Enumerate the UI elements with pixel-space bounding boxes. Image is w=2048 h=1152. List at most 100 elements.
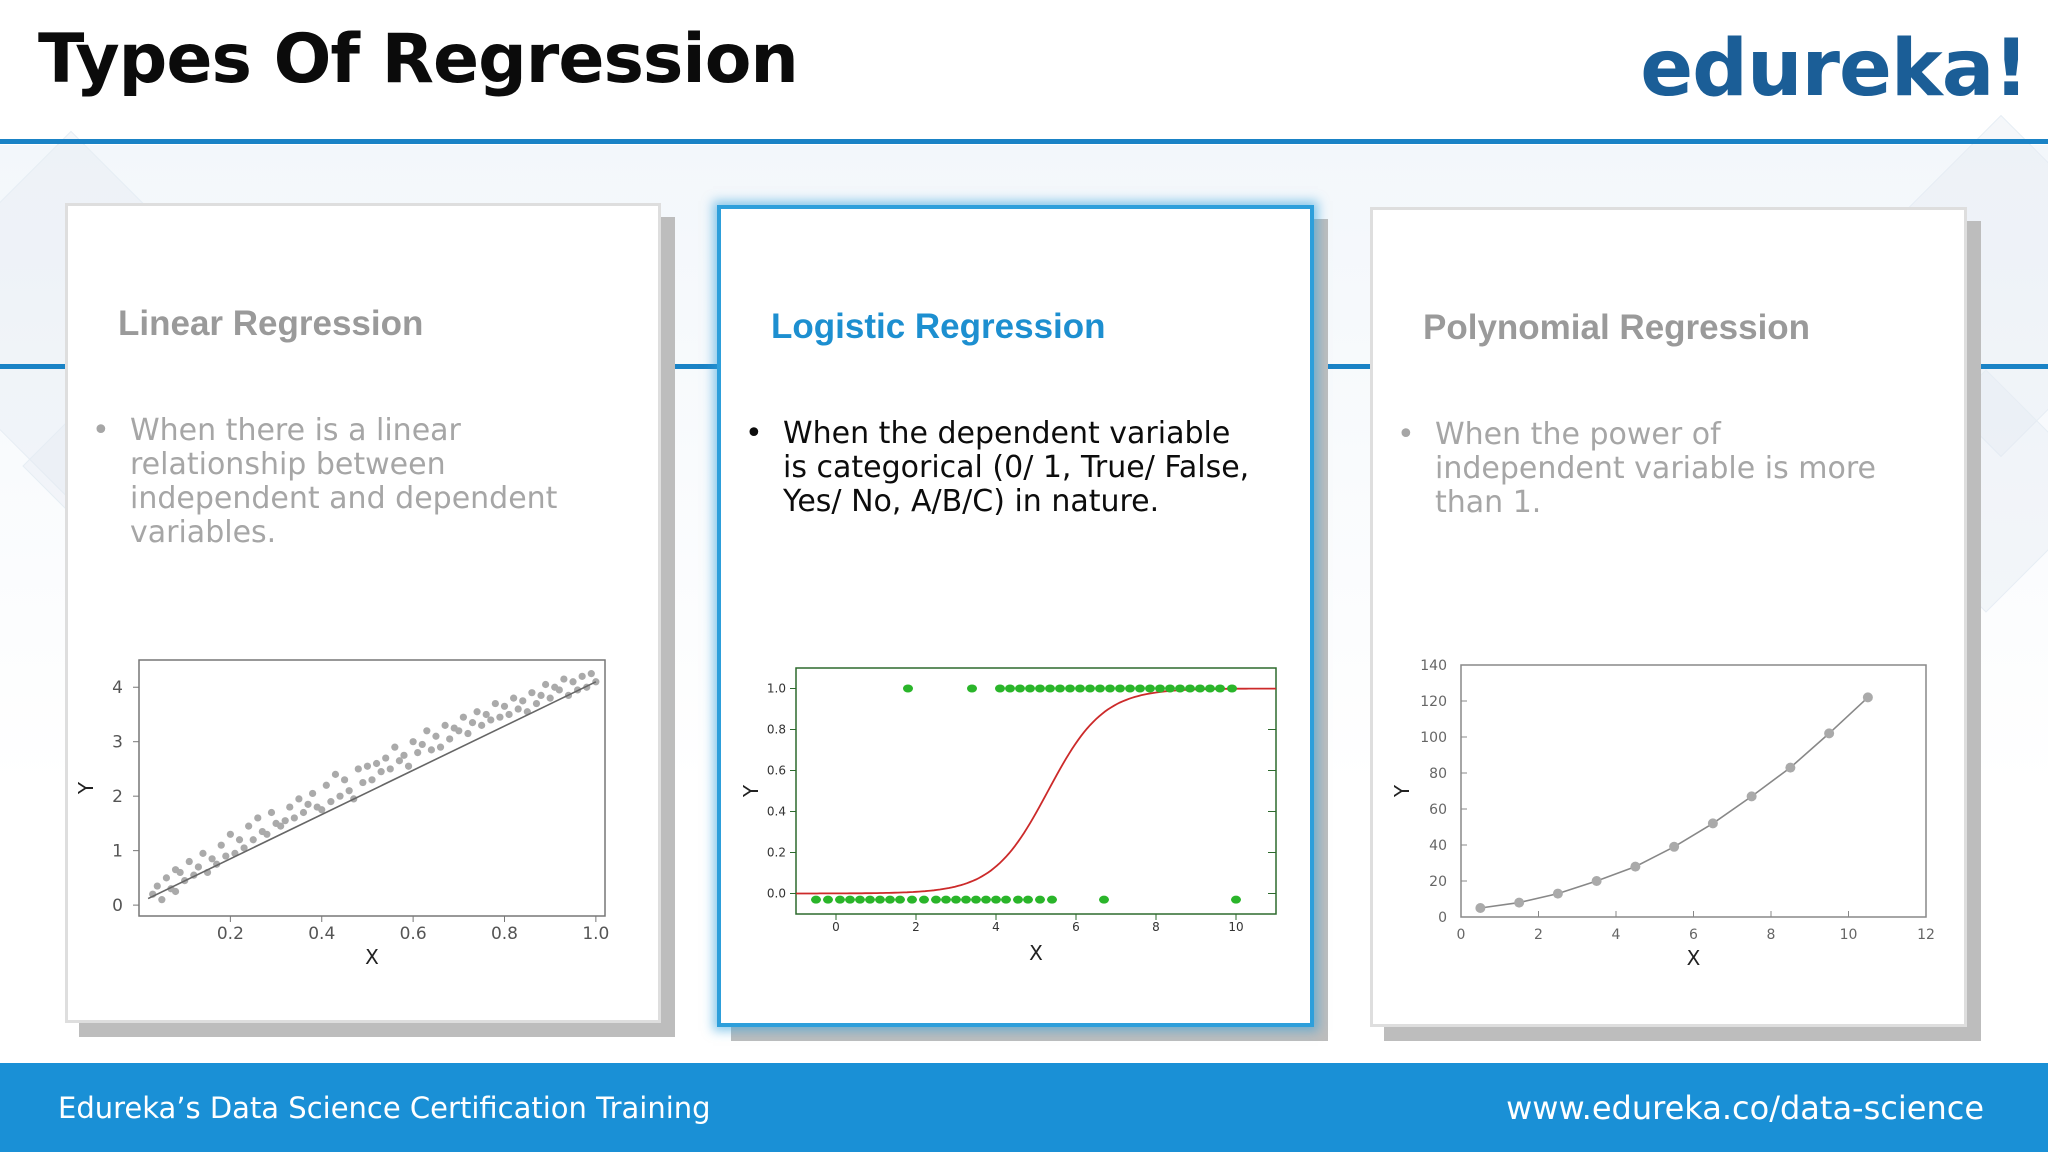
data-point bbox=[162, 874, 171, 882]
y-tick-label: 80 bbox=[1429, 766, 1447, 782]
data-point bbox=[432, 732, 440, 740]
x-axis-label: X bbox=[365, 945, 379, 966]
data-point bbox=[336, 792, 344, 800]
y-tick-label: 20 bbox=[1429, 874, 1447, 890]
polynomial-regression-card[interactable]: Polynomial Regression When the power of … bbox=[1370, 207, 1967, 1027]
data-point-class-1 bbox=[1135, 684, 1145, 693]
data-point bbox=[249, 836, 257, 844]
data-point bbox=[372, 759, 381, 768]
data-point-class-0 bbox=[1231, 895, 1241, 904]
data-point bbox=[295, 795, 303, 803]
data-point bbox=[368, 776, 376, 784]
data-point-class-0 bbox=[1099, 895, 1109, 904]
data-point-class-1 bbox=[1095, 684, 1105, 693]
y-tick-label: 4 bbox=[112, 678, 123, 698]
data-point bbox=[304, 800, 312, 808]
data-point bbox=[464, 729, 472, 738]
data-point-class-1 bbox=[903, 684, 913, 693]
data-point bbox=[1475, 903, 1486, 913]
data-point-class-1 bbox=[1215, 684, 1225, 693]
data-point bbox=[176, 868, 184, 877]
data-point bbox=[592, 678, 600, 686]
card-title: Polynomial Regression bbox=[1423, 308, 1811, 347]
y-tick-label: 100 bbox=[1420, 730, 1447, 746]
data-point bbox=[404, 762, 413, 770]
data-point bbox=[354, 765, 362, 773]
footer-url[interactable]: www.edureka.co/data-science bbox=[1506, 1089, 1984, 1127]
data-point-class-0 bbox=[941, 895, 951, 904]
data-point bbox=[395, 757, 404, 765]
y-tick-label: 3 bbox=[112, 733, 123, 753]
data-point-class-1 bbox=[1005, 684, 1015, 693]
x-tick-label: 12 bbox=[1917, 927, 1935, 943]
data-point bbox=[318, 806, 326, 814]
x-tick-label: 10 bbox=[1840, 927, 1858, 943]
data-point-class-0 bbox=[931, 895, 941, 904]
data-point bbox=[441, 721, 449, 729]
data-point bbox=[423, 727, 431, 735]
data-point-class-1 bbox=[1155, 684, 1165, 693]
data-point bbox=[519, 697, 527, 705]
data-point bbox=[377, 768, 385, 776]
data-point-class-0 bbox=[855, 895, 865, 904]
header-divider bbox=[0, 139, 2048, 144]
card-bullet: When the power of independent variable i… bbox=[1397, 418, 1905, 520]
y-tick-label: 0.6 bbox=[767, 764, 786, 778]
y-tick-label: 140 bbox=[1420, 658, 1447, 674]
data-point-class-0 bbox=[961, 895, 971, 904]
data-point-class-0 bbox=[895, 895, 905, 904]
data-point-class-1 bbox=[1065, 684, 1075, 693]
card-bullets: When the dependent variable is categoric… bbox=[745, 417, 1253, 519]
y-tick-label: 0.2 bbox=[767, 846, 786, 860]
data-point bbox=[473, 708, 481, 716]
x-tick-label: 10 bbox=[1228, 920, 1243, 934]
card-title: Linear Regression bbox=[118, 304, 424, 343]
data-point bbox=[478, 721, 486, 729]
y-tick-label: 0.8 bbox=[767, 723, 786, 737]
x-tick-label: 8 bbox=[1767, 927, 1776, 943]
data-point-class-0 bbox=[991, 895, 1001, 904]
data-point-class-1 bbox=[995, 684, 1005, 693]
data-point bbox=[340, 776, 349, 784]
data-point bbox=[491, 699, 499, 708]
data-point bbox=[185, 857, 193, 866]
edureka-logo: edureka! bbox=[1640, 24, 2029, 114]
data-point bbox=[240, 844, 248, 852]
footer-course-name: Edureka’s Data Science Certification Tra… bbox=[58, 1091, 711, 1125]
data-point bbox=[331, 770, 340, 778]
x-tick-label: 1.0 bbox=[582, 924, 609, 944]
y-tick-label: 0.4 bbox=[767, 805, 786, 819]
data-point-class-1 bbox=[1185, 684, 1195, 693]
data-point bbox=[226, 830, 234, 838]
data-point bbox=[418, 740, 426, 749]
card-bullets: When the power of independent variable i… bbox=[1397, 418, 1905, 520]
data-point-class-0 bbox=[823, 895, 833, 904]
logistic-regression-card[interactable]: Logistic Regression When the dependent v… bbox=[717, 205, 1314, 1027]
data-point bbox=[386, 765, 394, 773]
x-tick-label: 0 bbox=[1457, 927, 1466, 943]
data-point-class-0 bbox=[981, 895, 991, 904]
data-point-class-1 bbox=[1125, 684, 1135, 693]
data-point bbox=[1785, 762, 1796, 773]
x-tick-label: 2 bbox=[912, 920, 920, 934]
data-point bbox=[254, 814, 262, 822]
y-tick-label: 0 bbox=[1438, 910, 1447, 926]
y-tick-label: 1.0 bbox=[767, 682, 786, 696]
data-point bbox=[542, 680, 550, 689]
data-point-class-1 bbox=[1035, 684, 1045, 693]
x-tick-label: 0.6 bbox=[400, 924, 427, 944]
plot-frame bbox=[138, 659, 606, 917]
y-tick-label: 40 bbox=[1429, 838, 1447, 854]
x-axis-label: X bbox=[1029, 941, 1043, 965]
data-point bbox=[455, 727, 463, 735]
data-point bbox=[514, 705, 522, 713]
x-tick-label: 0.4 bbox=[308, 924, 335, 944]
linear-regression-card[interactable]: Linear Regression When there is a linear… bbox=[65, 203, 661, 1023]
data-point bbox=[400, 751, 408, 759]
data-point bbox=[1630, 861, 1641, 872]
data-point bbox=[199, 849, 207, 857]
data-point bbox=[468, 719, 477, 727]
data-point-class-0 bbox=[845, 895, 855, 904]
linear-regression-chart: 0.2 0.4 0.6 0.8 1.0 0 1 2 3 4 X Y bbox=[74, 659, 609, 966]
x-tick-label: 4 bbox=[992, 920, 1000, 934]
